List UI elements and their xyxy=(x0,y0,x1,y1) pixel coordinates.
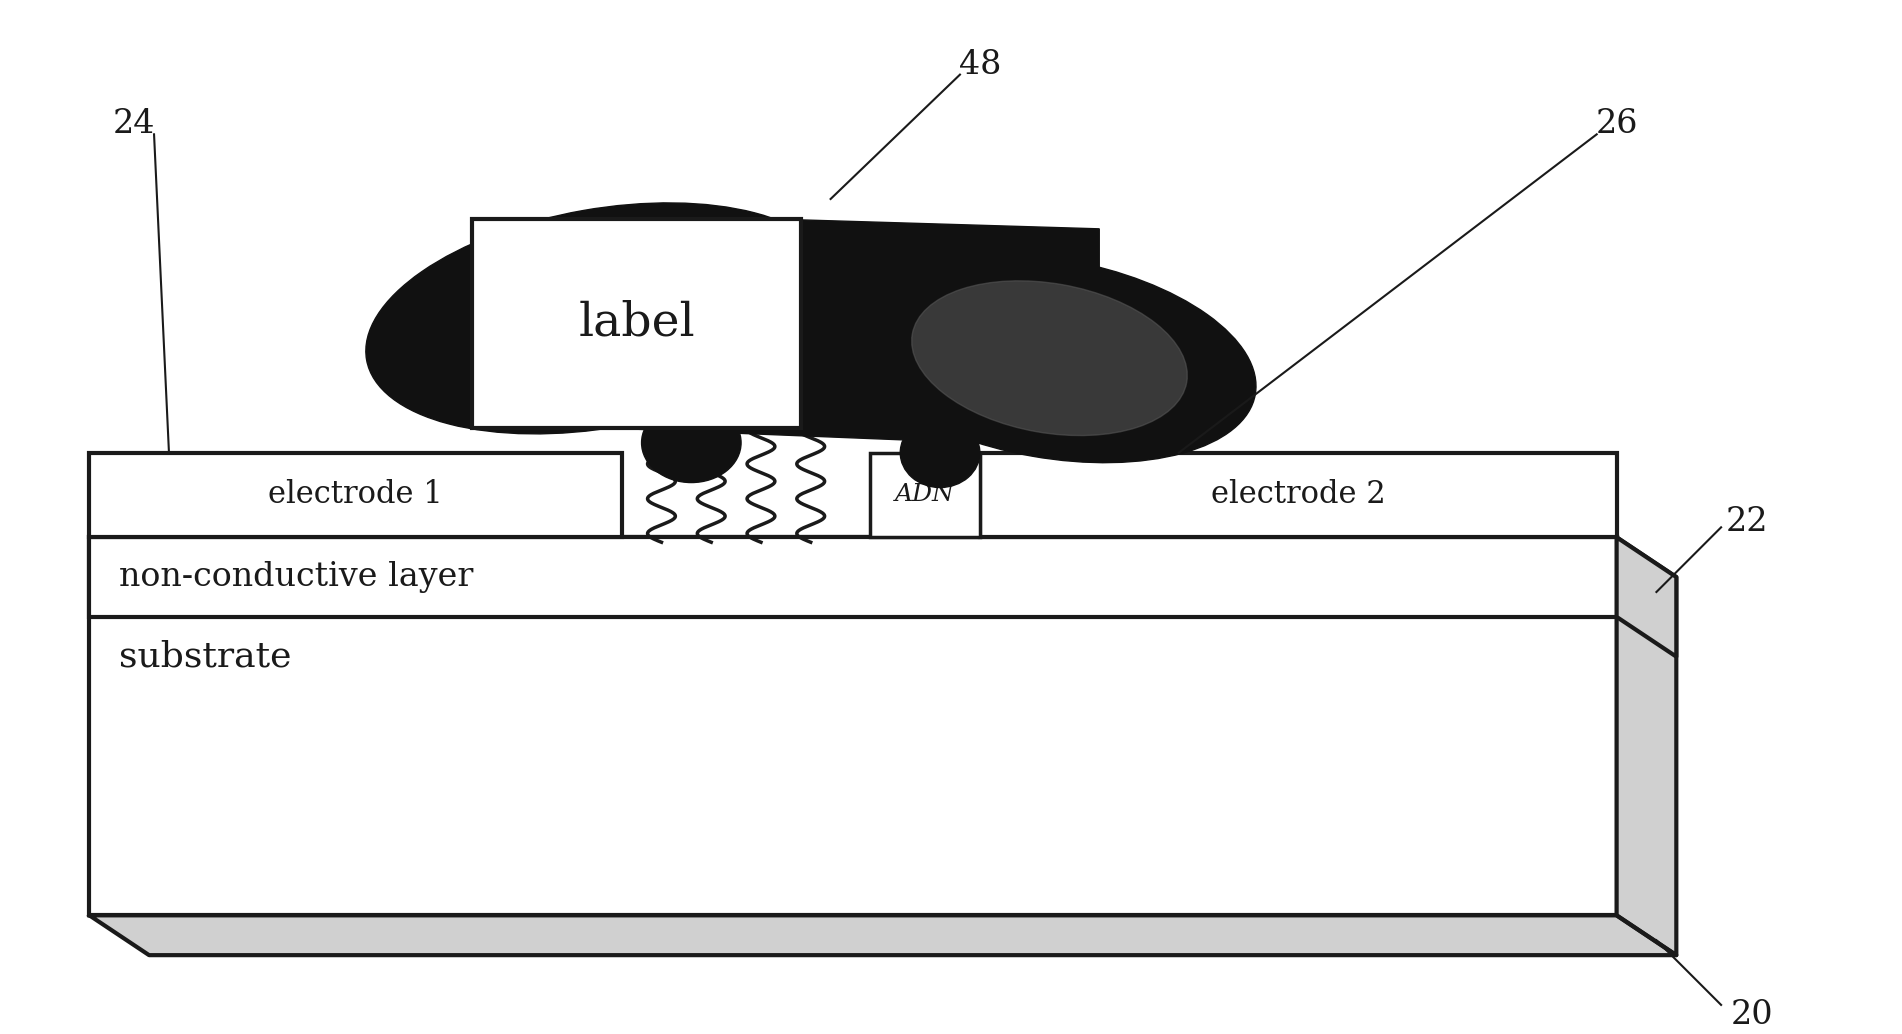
Ellipse shape xyxy=(911,281,1187,435)
Bar xyxy=(89,538,1617,617)
Text: ADN: ADN xyxy=(896,484,955,507)
Text: electrode 2: electrode 2 xyxy=(1212,480,1387,511)
Text: label: label xyxy=(578,301,694,346)
Text: 48: 48 xyxy=(959,49,1000,81)
Text: non-conductive layer: non-conductive layer xyxy=(120,561,474,594)
Ellipse shape xyxy=(900,418,980,487)
Bar xyxy=(871,453,980,538)
Polygon shape xyxy=(89,915,1676,955)
Text: 22: 22 xyxy=(1727,507,1769,539)
Bar xyxy=(980,453,1617,538)
Ellipse shape xyxy=(843,253,1255,462)
Text: 24: 24 xyxy=(112,109,156,141)
Polygon shape xyxy=(1617,538,1676,657)
Bar xyxy=(472,219,801,428)
Polygon shape xyxy=(601,214,1099,448)
Bar xyxy=(89,538,1617,915)
Ellipse shape xyxy=(365,203,837,434)
Text: 26: 26 xyxy=(1596,109,1638,141)
Ellipse shape xyxy=(641,403,742,483)
Bar xyxy=(89,453,622,538)
Text: electrode 1: electrode 1 xyxy=(268,480,443,511)
Text: 20: 20 xyxy=(1731,999,1775,1031)
Text: substrate: substrate xyxy=(120,640,291,674)
Polygon shape xyxy=(1617,538,1676,955)
